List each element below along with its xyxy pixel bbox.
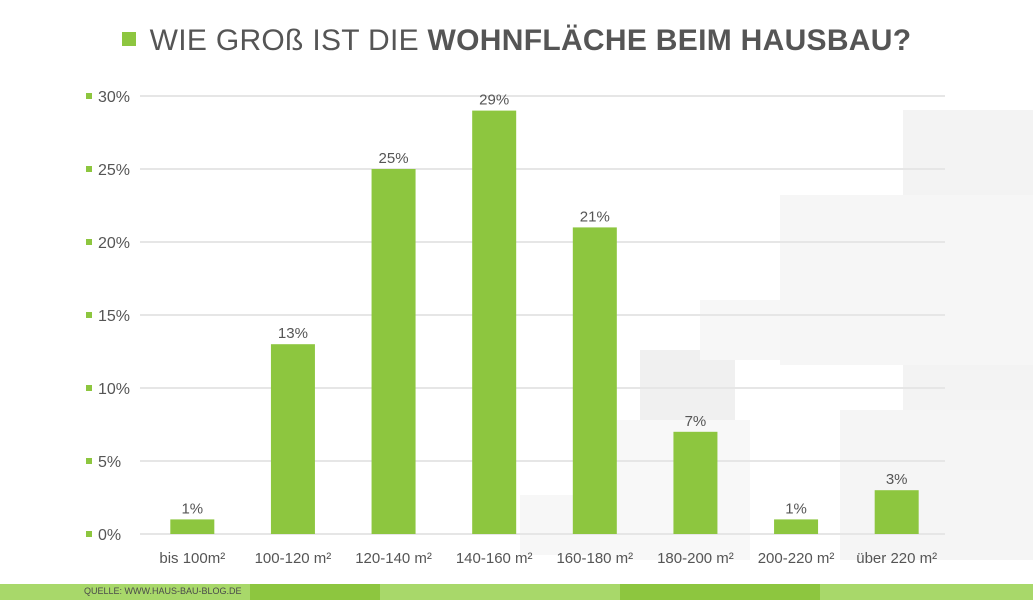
bar xyxy=(774,519,819,534)
x-tick-label: 100-120 m² xyxy=(255,550,332,567)
bar xyxy=(371,169,416,534)
background-decoration xyxy=(780,195,1033,365)
y-tick-label: 30% xyxy=(98,89,130,106)
y-tick-label: 15% xyxy=(98,308,130,325)
x-tick-label: 140-160 m² xyxy=(456,550,533,567)
data-label: 3% xyxy=(886,471,908,488)
y-tick-marker xyxy=(86,166,92,172)
y-tick-label: 20% xyxy=(98,235,130,252)
y-tick-label: 0% xyxy=(98,527,121,544)
data-label: 7% xyxy=(685,413,707,430)
x-tick-label: 160-180 m² xyxy=(556,550,633,567)
data-label: 21% xyxy=(580,208,610,225)
x-tick-label: 180-200 m² xyxy=(657,550,734,567)
bar xyxy=(572,227,617,534)
x-tick-label: 120-140 m² xyxy=(355,550,432,567)
y-tick-marker xyxy=(86,312,92,318)
source-credit: QUELLE: WWW.HAUS-BAU-BLOG.DE xyxy=(84,586,242,596)
y-tick-marker xyxy=(86,531,92,537)
data-label: 29% xyxy=(479,92,509,109)
data-label: 25% xyxy=(379,150,409,167)
footer-bar xyxy=(0,584,1033,600)
y-tick-label: 10% xyxy=(98,381,130,398)
x-tick-label: bis 100m² xyxy=(159,550,225,567)
data-label: 1% xyxy=(785,500,807,517)
y-tick-marker xyxy=(86,93,92,99)
background-decoration xyxy=(700,300,780,360)
bar xyxy=(673,431,718,534)
y-tick-marker xyxy=(86,385,92,391)
x-tick-label: 200-220 m² xyxy=(758,550,835,567)
bar xyxy=(170,519,215,534)
bar-chart: 0% 5% 10% 15% 20% 25% 30% 1% bis 100m² 13% 100-120… xyxy=(86,89,945,567)
bar xyxy=(874,490,919,534)
title-normal: WIE GROß IST DIE xyxy=(149,24,419,57)
title-square-icon xyxy=(121,32,136,46)
bar xyxy=(270,344,315,534)
footer-segment xyxy=(620,584,820,600)
footer-segment xyxy=(0,584,250,600)
title-bold: WOHNFLÄCHE BEIM HAUSBAU? xyxy=(427,24,912,57)
data-label: 1% xyxy=(181,500,203,517)
y-tick-marker xyxy=(86,239,92,245)
y-tick-marker xyxy=(86,458,92,464)
footer-segment xyxy=(380,584,620,600)
y-tick-label: 5% xyxy=(98,454,121,471)
footer-segment xyxy=(820,584,1033,600)
bar xyxy=(472,110,517,534)
y-tick-label: 25% xyxy=(98,162,130,179)
data-label: 13% xyxy=(278,325,308,342)
x-tick-label: über 220 m² xyxy=(856,550,937,567)
footer-segment xyxy=(250,584,380,600)
chart-title: WIE GROß IST DIE WOHNFLÄCHE BEIM HAUSBAU… xyxy=(0,24,1033,58)
